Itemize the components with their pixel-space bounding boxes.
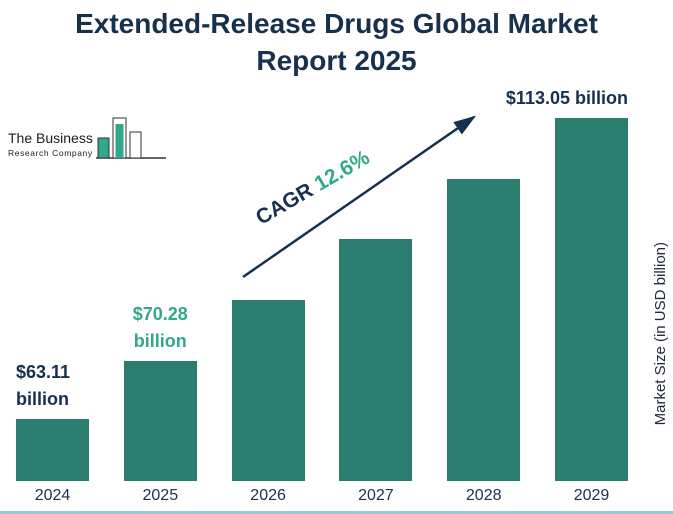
x-tick-label-2027: 2027 <box>358 487 394 504</box>
bar-2028 <box>447 179 521 481</box>
logo-name: The Business <box>8 130 93 146</box>
bar-2024 <box>16 419 89 481</box>
bar-value-label-2024: $63.11 billion <box>16 362 71 409</box>
bar-2027 <box>339 239 413 481</box>
bar-value-label-2025: $70.28 billion <box>132 304 188 351</box>
bar-2029 <box>554 118 628 481</box>
bar-column-2027: 2027 <box>339 239 413 507</box>
bar-2025 <box>123 361 197 481</box>
logo-subname: Research Company <box>8 148 93 158</box>
x-tick-label-2029: 2029 <box>573 487 610 504</box>
bar-chart: $63.11 billion 2024 $70.28 billion 2025 2026 20… <box>16 85 628 507</box>
y-axis-label: Market Size (in USD billion) <box>652 242 669 426</box>
bar-value-label-2029: $113.05 billion <box>505 88 628 108</box>
bottom-accent-line <box>0 511 673 514</box>
company-logo: The Business Research Company <box>8 130 93 158</box>
x-tick-label-2024: 2024 <box>34 487 71 504</box>
bar-column-2026: 2026 <box>231 300 305 507</box>
bar-column-2028: 2028 <box>447 179 521 507</box>
title-line-1: Extended-Release Drugs Global Market <box>75 8 598 39</box>
bar-chart-logo-icon <box>96 117 166 159</box>
bar-column-2024: $63.11 billion 2024 <box>16 359 89 507</box>
x-tick-label-2026: 2026 <box>250 487 286 504</box>
x-tick-label-2025: 2025 <box>142 487 179 504</box>
title-line-2: Report 2025 <box>256 44 417 76</box>
bar-2026 <box>231 300 305 481</box>
bar-column-2025: $70.28 billion 2025 <box>123 301 197 507</box>
x-tick-label-2028: 2028 <box>465 487 502 504</box>
bar-column-2029: $113.05 billion 2029 <box>506 85 628 507</box>
page-title: Extended-Release Drugs Global Market Rep… <box>0 6 673 80</box>
